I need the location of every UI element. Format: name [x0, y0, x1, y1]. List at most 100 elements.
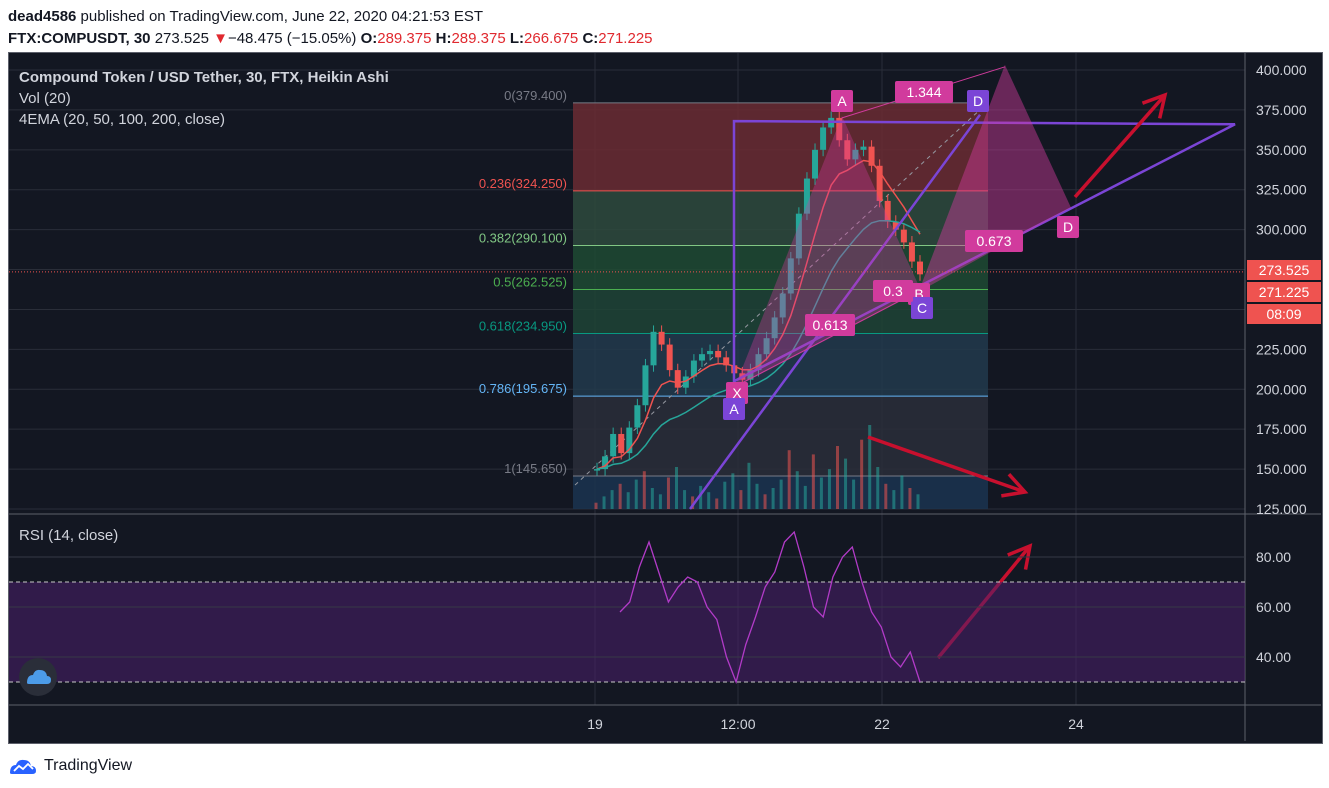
volume-bar — [787, 450, 791, 509]
candle-body — [723, 357, 730, 366]
volume-bar — [699, 485, 703, 509]
fib-level-label: 0(379.400) — [504, 88, 567, 103]
fib-trend-line — [574, 104, 986, 486]
low-value: 266.675 — [524, 30, 579, 47]
fib-band — [573, 396, 988, 477]
volume-bar — [666, 477, 670, 509]
candle-body — [658, 331, 665, 345]
volume-bar — [715, 498, 719, 509]
candle-body — [747, 370, 754, 380]
chart-title: Compound Token / USD Tether, 30, FTX, He… — [19, 69, 389, 86]
candle-body — [602, 456, 609, 470]
volume-bar — [707, 492, 711, 509]
time-tick-label: 19 — [587, 716, 603, 732]
ratio-label-0673: 0.673 — [976, 233, 1011, 249]
price-tick-label: 325.000 — [1256, 182, 1307, 198]
candle-body — [674, 370, 681, 388]
candle-body — [900, 229, 907, 243]
fib-level-label: 0.5(262.525) — [493, 274, 567, 289]
pattern-label-a-bg — [831, 90, 853, 112]
volume-bar — [739, 490, 743, 509]
volume-bar — [900, 475, 904, 509]
volume-bar — [675, 467, 678, 509]
ratio-label-0613-bg — [805, 314, 855, 336]
fib-band — [573, 190, 988, 246]
pattern-label-c-bg — [911, 297, 933, 319]
price-tag-bg — [1247, 260, 1321, 280]
volume-bar — [755, 483, 759, 509]
candle-body — [787, 258, 794, 294]
candle-body — [820, 127, 827, 150]
wedge-label-a: A — [729, 401, 739, 417]
high-value: 289.375 — [451, 30, 506, 47]
last-price: 273.525 — [154, 30, 209, 47]
ascending-triangle — [732, 119, 1236, 384]
volume-bar — [731, 473, 735, 509]
volume-bar — [594, 502, 598, 509]
candle-body — [634, 405, 641, 428]
volume-legend: Vol (20) — [19, 90, 71, 107]
price-tick-label: 225.000 — [1256, 341, 1307, 357]
ratio-label-03-bg — [873, 280, 913, 302]
rsi-line — [619, 530, 921, 685]
price-tick-label: 300.000 — [1256, 222, 1307, 238]
high-label: H: — [435, 30, 452, 47]
pattern-xb-line — [735, 289, 921, 387]
price-change: −48.475 (−15.05%) — [227, 30, 357, 47]
candle-body — [795, 213, 802, 259]
volume-bar — [763, 494, 767, 509]
close-label: C: — [582, 30, 599, 47]
wedge-label-a-bg — [723, 398, 745, 420]
price-tick-label: 200.000 — [1256, 381, 1307, 397]
time-tick-label: 12:00 — [720, 716, 755, 732]
footer-brand[interactable]: TradingView — [44, 757, 133, 774]
arrow-up-rsi-head — [1007, 543, 1033, 570]
candle-body — [884, 200, 891, 222]
volume-bar — [811, 454, 815, 509]
volume-bar — [892, 490, 896, 509]
candle-body — [771, 317, 778, 339]
pattern-label-a: A — [837, 93, 847, 109]
volume-bar — [650, 488, 654, 509]
ratio-label-0673-bg — [965, 230, 1023, 252]
candle-body — [917, 261, 923, 275]
candle-body — [755, 354, 762, 371]
candle-body — [698, 354, 705, 361]
price-tick-label: 350.000 — [1256, 142, 1307, 158]
ema-50-line — [596, 219, 921, 470]
candle-body — [908, 242, 915, 262]
candle-body — [860, 146, 867, 150]
volume-bar — [803, 485, 807, 509]
pattern-label-b: B — [914, 286, 923, 302]
tradingview-logo-icon[interactable] — [8, 756, 38, 776]
close-value: 271.225 — [598, 30, 653, 47]
author-name[interactable]: dead4586 — [8, 8, 77, 25]
tv-watermark-cloud-icon — [27, 669, 51, 684]
volume-bar — [602, 496, 606, 509]
ema-legend: 4EMA (20, 50, 100, 200, close) — [19, 111, 225, 128]
volume-bar — [691, 496, 695, 509]
low-label: L: — [509, 30, 525, 47]
price-tag: 08:09 — [1266, 306, 1301, 322]
volume-bar — [658, 494, 662, 509]
volume-bar — [836, 446, 839, 509]
fib-level-label: 0.382(290.100) — [479, 230, 567, 245]
publish-line: dead4586 published on TradingView.com, J… — [8, 6, 1318, 28]
candle-body — [779, 293, 786, 318]
volume-bar — [634, 479, 638, 509]
volume-bar — [626, 492, 630, 509]
candle-body — [852, 149, 859, 160]
volume-bar — [642, 471, 646, 509]
volume-bar — [876, 467, 880, 509]
price-tag-bg — [1247, 304, 1321, 324]
volume-bar — [827, 469, 831, 509]
triangle-left-leg — [688, 113, 982, 510]
fib-level-label: 1(145.650) — [504, 461, 567, 476]
footer: TradingView — [8, 752, 132, 780]
price-tag: 273.525 — [1259, 262, 1310, 278]
ratio-label-03: 0.3 — [883, 283, 903, 299]
volume-bar — [723, 481, 727, 509]
wedge-label-d-bg — [967, 90, 989, 112]
candle-body — [642, 365, 649, 406]
